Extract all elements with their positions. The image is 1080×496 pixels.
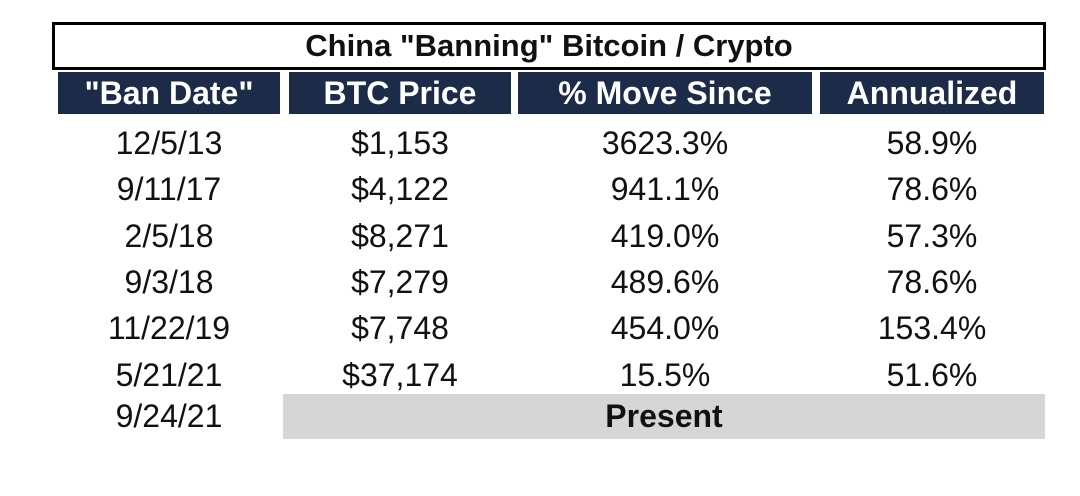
row-btc-price: $4,122 bbox=[351, 171, 449, 208]
row-move-since: 3623.3% bbox=[601, 125, 729, 161]
header-move-since: % Move Since bbox=[518, 72, 812, 114]
row-btc-price: $7,748 bbox=[351, 310, 449, 347]
row-ban-date: 9/3/18 bbox=[124, 263, 214, 300]
row-move-since: 15.5% bbox=[619, 356, 711, 393]
row-ban-date: 9/11/17 bbox=[116, 171, 222, 208]
row-btc-price: $37,174 bbox=[342, 356, 458, 393]
header-btc-price: BTC Price bbox=[289, 72, 511, 114]
header-ban-date: "Ban Date" bbox=[58, 72, 280, 114]
present-bar: Present bbox=[283, 394, 1045, 439]
table-title: China "Banning" Bitcoin / Crypto bbox=[52, 22, 1046, 70]
row-annualized: 78.6% bbox=[886, 263, 978, 300]
row-ban-date: 11/22/19 bbox=[107, 310, 231, 347]
row-move-since: 454.0% bbox=[610, 310, 720, 347]
row-btc-price: $1,153 bbox=[351, 125, 449, 161]
row-ban-date: 5/21/21 bbox=[115, 356, 223, 393]
row-move-since: 941.1% bbox=[610, 171, 720, 208]
row-annualized: 57.3% bbox=[886, 217, 978, 254]
row-btc-price: $8,271 bbox=[351, 217, 449, 254]
header-annualized: Annualized bbox=[820, 72, 1044, 114]
row-move-since: 419.0% bbox=[610, 217, 720, 254]
row-annualized: 51.6% bbox=[886, 356, 978, 393]
row-ban-date: 12/5/13 bbox=[115, 125, 223, 161]
row-ban-date: 2/5/18 bbox=[124, 217, 214, 254]
row-annualized: 153.4% bbox=[877, 310, 987, 347]
last-row-date: 9/24/21 bbox=[115, 398, 223, 434]
row-annualized: 58.9% bbox=[886, 125, 978, 161]
row-move-since: 489.6% bbox=[610, 263, 720, 300]
row-annualized: 78.6% bbox=[886, 171, 978, 208]
row-btc-price: $7,279 bbox=[351, 263, 449, 300]
